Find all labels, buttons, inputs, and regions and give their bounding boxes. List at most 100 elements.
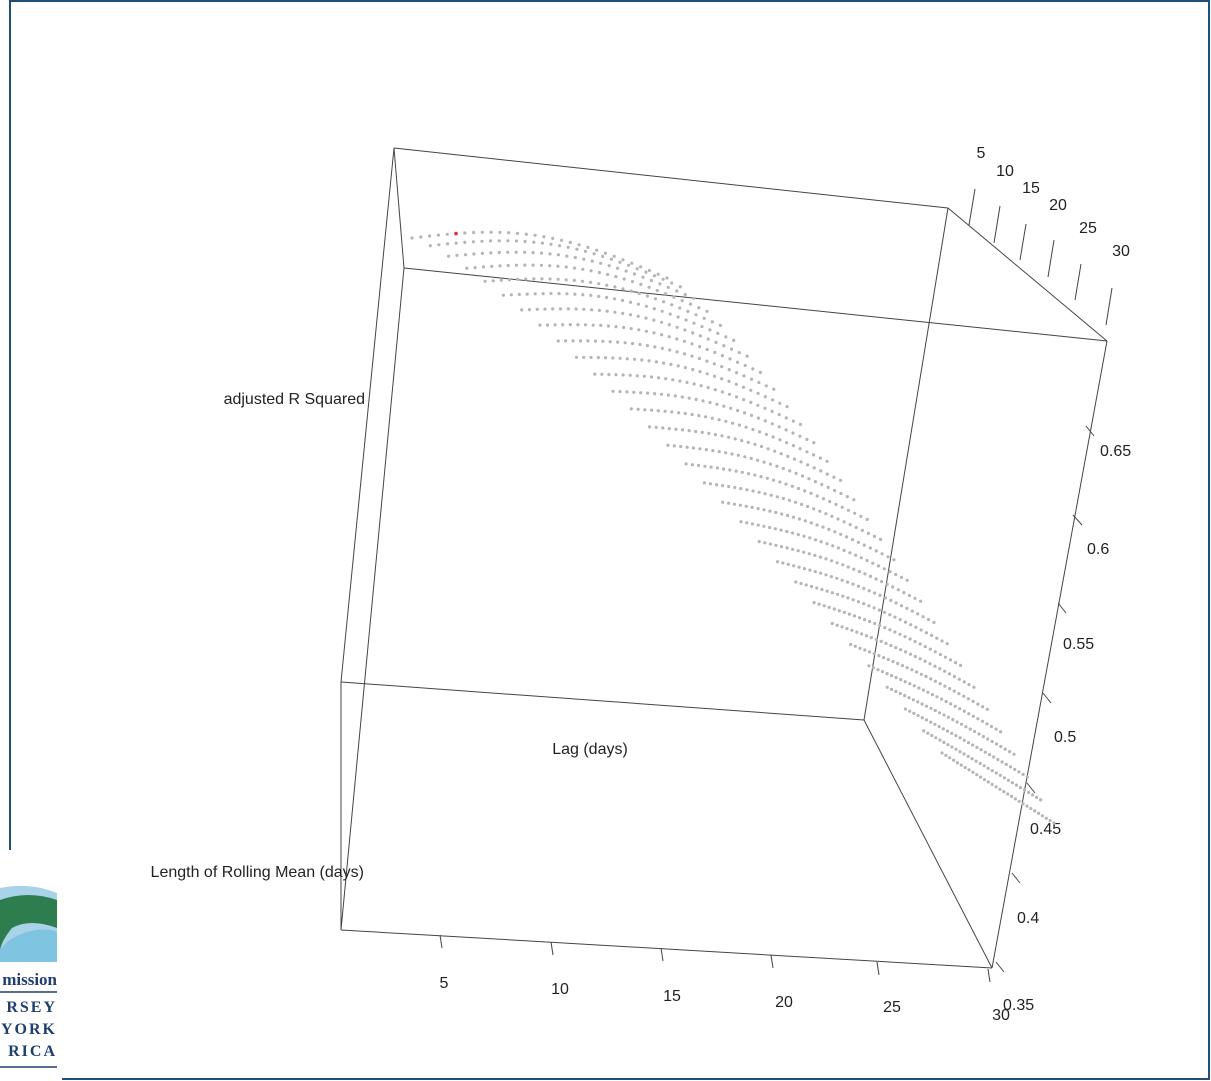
data-point xyxy=(744,425,748,429)
data-point xyxy=(825,472,829,476)
data-point xyxy=(498,264,502,268)
data-point xyxy=(638,342,642,347)
data-point xyxy=(600,372,604,376)
data-point xyxy=(882,656,886,660)
data-point xyxy=(583,323,588,327)
data-point xyxy=(465,266,469,270)
data-point xyxy=(954,747,958,751)
data-point xyxy=(877,608,882,612)
data-point xyxy=(923,645,927,649)
data-point xyxy=(944,753,948,758)
data-point xyxy=(687,429,691,433)
data-point xyxy=(899,604,904,608)
tick-label-lag-5: 5 xyxy=(440,975,449,992)
data-point xyxy=(612,254,616,258)
data-point xyxy=(524,232,528,236)
data-point xyxy=(700,324,704,329)
data-point xyxy=(589,269,593,273)
data-point xyxy=(1006,778,1011,782)
data-point xyxy=(856,600,861,604)
data-point xyxy=(590,308,594,312)
data-point xyxy=(541,292,545,296)
data-point xyxy=(548,252,552,256)
data-point xyxy=(819,571,823,575)
data-point xyxy=(830,514,834,518)
data-point xyxy=(914,625,918,629)
data-point xyxy=(791,444,796,448)
tick-label-lag-25: 25 xyxy=(883,999,901,1016)
data-point xyxy=(872,534,877,539)
data-point xyxy=(664,377,668,381)
data-point xyxy=(740,439,744,443)
data-point xyxy=(779,545,784,549)
data-point xyxy=(913,596,917,600)
data-point xyxy=(976,702,980,706)
data-point xyxy=(690,412,694,417)
data-point xyxy=(773,527,778,531)
data-point xyxy=(785,546,789,550)
data-point xyxy=(471,240,475,244)
data-point xyxy=(908,637,912,641)
peak-marker xyxy=(454,231,458,236)
data-point xyxy=(568,240,572,244)
data-point xyxy=(938,738,942,742)
data-point xyxy=(876,668,880,672)
data-point xyxy=(732,338,736,342)
data-point xyxy=(625,390,629,394)
data-point xyxy=(1040,814,1044,818)
data-point xyxy=(743,411,747,415)
data-point xyxy=(514,263,519,267)
data-point xyxy=(531,263,535,267)
data-point xyxy=(582,307,586,311)
data-point xyxy=(791,431,795,435)
data-point xyxy=(705,347,709,352)
data-point xyxy=(953,661,958,665)
data-point xyxy=(929,706,933,710)
data-point xyxy=(559,238,564,242)
data-point xyxy=(1013,797,1018,801)
data-point xyxy=(655,288,659,293)
data-point xyxy=(736,453,741,457)
data-point xyxy=(662,300,666,304)
data-point xyxy=(710,416,714,420)
data-point xyxy=(797,565,801,569)
data-point xyxy=(628,313,633,317)
data-point xyxy=(880,580,884,584)
data-point xyxy=(724,451,728,455)
data-point xyxy=(846,596,850,600)
data-point xyxy=(971,699,975,704)
data-point xyxy=(874,549,878,553)
data-point xyxy=(517,292,521,296)
data-point xyxy=(794,471,798,475)
data-point xyxy=(498,230,502,234)
data-point xyxy=(581,293,585,297)
plot-box xyxy=(340,147,1108,969)
data-point xyxy=(715,402,719,406)
tick-label-r2-04: 0.4 xyxy=(1017,910,1039,927)
data-point xyxy=(804,583,808,587)
data-point xyxy=(573,255,577,260)
data-point xyxy=(945,642,949,646)
data-point xyxy=(419,235,423,239)
data-point xyxy=(678,306,682,310)
data-point xyxy=(697,463,701,467)
data-point xyxy=(635,267,639,271)
data-point xyxy=(777,413,781,417)
data-point xyxy=(745,354,749,358)
data-point xyxy=(616,340,620,344)
data-point xyxy=(501,293,505,297)
data-point xyxy=(564,339,568,343)
data-point xyxy=(523,239,527,244)
data-point xyxy=(847,612,852,616)
data-point xyxy=(690,354,694,358)
data-point xyxy=(750,505,754,509)
data-point xyxy=(757,380,761,385)
data-point xyxy=(853,511,857,515)
data-point xyxy=(527,308,532,312)
data-point xyxy=(762,460,766,464)
data-point xyxy=(900,664,905,668)
data-point xyxy=(867,664,871,668)
data-point xyxy=(821,497,826,501)
data-point xyxy=(786,513,790,518)
data-point xyxy=(621,258,625,262)
